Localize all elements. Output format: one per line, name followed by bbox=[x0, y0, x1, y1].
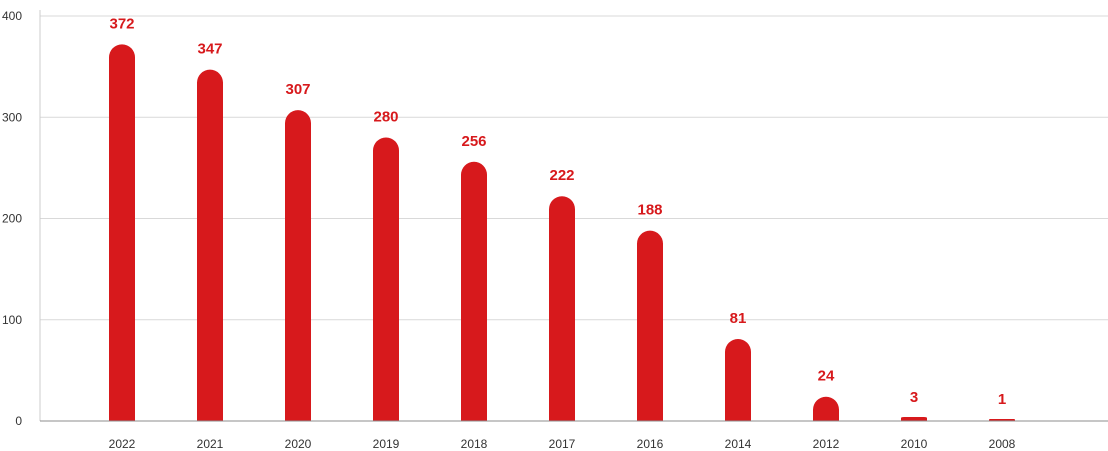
y-tick-label: 200 bbox=[2, 212, 22, 226]
bar-2018[interactable] bbox=[461, 161, 487, 422]
y-axis: 0 100 200 300 400 bbox=[2, 9, 41, 428]
value-label-2021: 347 bbox=[197, 41, 222, 58]
y-tick-label: 400 bbox=[2, 9, 22, 23]
x-tick-label-2019: 2019 bbox=[373, 437, 400, 451]
x-tick-label-2016: 2016 bbox=[637, 437, 664, 451]
y-tick-label: 100 bbox=[2, 313, 22, 327]
value-labels: 372 347 307 280 256 222 188 81 24 3 1 bbox=[109, 15, 1006, 408]
bar-2010[interactable] bbox=[901, 416, 927, 421]
x-axis: 2022 2021 2020 2019 2018 2017 2016 2014 2012 2010… bbox=[40, 420, 1108, 451]
y-tick-label: 0 bbox=[15, 414, 22, 428]
bar-2016[interactable] bbox=[637, 230, 663, 421]
x-tick-label-2008: 2008 bbox=[989, 437, 1016, 451]
bar-2022[interactable] bbox=[109, 44, 135, 421]
value-label-2022: 372 bbox=[109, 15, 134, 32]
value-label-2019: 280 bbox=[373, 109, 398, 126]
value-label-2016: 188 bbox=[637, 202, 662, 219]
bar-2019[interactable] bbox=[373, 137, 399, 422]
value-label-2010: 3 bbox=[910, 389, 918, 406]
bar-2014[interactable] bbox=[725, 338, 751, 421]
x-tick-label-2020: 2020 bbox=[285, 437, 312, 451]
bar-2012[interactable] bbox=[813, 396, 839, 421]
value-label-2014: 81 bbox=[730, 310, 747, 327]
x-tick-label-2014: 2014 bbox=[725, 437, 752, 451]
x-tick-label-2021: 2021 bbox=[197, 437, 224, 451]
x-tick-label-2012: 2012 bbox=[813, 437, 840, 451]
bar-2020[interactable] bbox=[285, 110, 311, 421]
y-tick-label: 300 bbox=[2, 110, 22, 124]
value-label-2012: 24 bbox=[818, 368, 835, 385]
bar-2008[interactable] bbox=[989, 418, 1015, 421]
bar-2021[interactable] bbox=[197, 69, 223, 421]
x-tick-label-2017: 2017 bbox=[549, 437, 576, 451]
value-label-2017: 222 bbox=[549, 167, 574, 184]
x-tick-label-2010: 2010 bbox=[901, 437, 928, 451]
value-label-2020: 307 bbox=[285, 81, 310, 98]
value-label-2008: 1 bbox=[998, 391, 1006, 408]
bars bbox=[109, 44, 1015, 422]
bar-2017[interactable] bbox=[549, 196, 575, 421]
x-tick-label-2018: 2018 bbox=[461, 437, 488, 451]
value-label-2018: 256 bbox=[461, 133, 486, 150]
x-tick-label-2022: 2022 bbox=[109, 437, 136, 451]
